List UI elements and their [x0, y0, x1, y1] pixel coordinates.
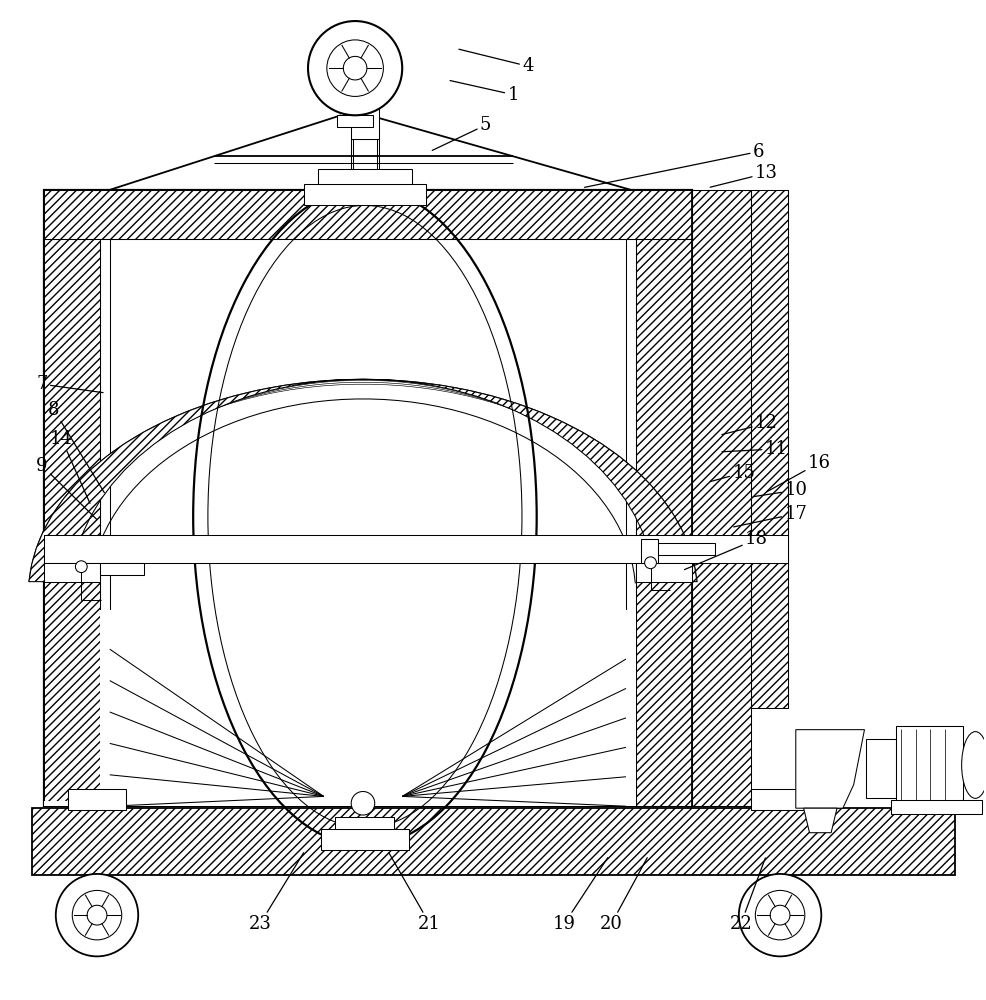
Text: 11: 11: [722, 440, 787, 458]
Circle shape: [308, 21, 402, 115]
Text: 15: 15: [709, 464, 754, 482]
Polygon shape: [803, 808, 836, 833]
Bar: [351, 50, 379, 139]
Bar: [317, 169, 411, 184]
Text: 22: 22: [729, 858, 764, 933]
Bar: [658, 543, 715, 555]
Polygon shape: [29, 379, 363, 582]
Bar: [750, 190, 787, 708]
Bar: [335, 817, 394, 829]
Bar: [44, 190, 691, 806]
Bar: [691, 190, 750, 806]
Text: 19: 19: [552, 858, 607, 933]
Text: 14: 14: [50, 430, 90, 503]
Text: 8: 8: [48, 401, 105, 493]
Circle shape: [75, 561, 87, 573]
Text: 23: 23: [248, 853, 304, 933]
Circle shape: [769, 905, 789, 925]
Text: 13: 13: [710, 164, 777, 187]
Ellipse shape: [960, 732, 986, 798]
Bar: [44, 190, 100, 806]
Bar: [100, 563, 144, 575]
Text: 20: 20: [599, 858, 647, 933]
Polygon shape: [795, 730, 864, 808]
Bar: [337, 115, 373, 127]
Bar: [750, 789, 809, 810]
Text: 1: 1: [450, 81, 519, 104]
Bar: [635, 563, 691, 582]
Circle shape: [644, 557, 656, 569]
Text: 6: 6: [584, 143, 763, 187]
Bar: [890, 800, 981, 814]
Bar: [67, 789, 126, 810]
Bar: [640, 539, 658, 563]
Bar: [895, 726, 961, 804]
Bar: [33, 808, 953, 875]
Bar: [304, 184, 425, 205]
Bar: [635, 190, 691, 806]
Circle shape: [739, 874, 820, 956]
Circle shape: [351, 791, 375, 815]
Text: 9: 9: [36, 457, 97, 520]
Text: 17: 17: [733, 505, 807, 527]
Text: 16: 16: [766, 454, 830, 492]
Text: 21: 21: [388, 853, 441, 933]
Text: 10: 10: [752, 481, 807, 499]
Bar: [44, 563, 100, 582]
Circle shape: [87, 905, 106, 925]
Polygon shape: [44, 801, 100, 806]
Text: 7: 7: [36, 375, 103, 393]
Bar: [44, 190, 691, 239]
Circle shape: [56, 874, 138, 956]
Text: 12: 12: [721, 414, 777, 435]
Bar: [100, 610, 635, 806]
Polygon shape: [363, 379, 696, 582]
Bar: [351, 139, 379, 190]
Bar: [866, 739, 895, 798]
Bar: [320, 829, 408, 850]
Bar: [44, 535, 787, 563]
Circle shape: [343, 56, 367, 80]
Text: 5: 5: [432, 116, 491, 150]
Text: 4: 4: [458, 49, 533, 75]
Text: 18: 18: [684, 530, 767, 570]
